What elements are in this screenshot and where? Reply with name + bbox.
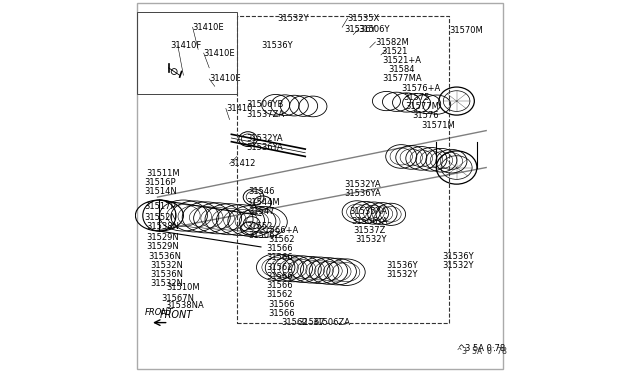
Text: 31529N: 31529N xyxy=(147,243,179,251)
Text: 31576: 31576 xyxy=(412,111,439,121)
Text: 31577M: 31577M xyxy=(405,102,439,111)
Text: 31544M: 31544M xyxy=(246,198,280,207)
Text: FRONT: FRONT xyxy=(159,310,193,320)
Text: 31567: 31567 xyxy=(298,318,324,327)
Text: 31410: 31410 xyxy=(226,104,252,113)
Text: 31506YB: 31506YB xyxy=(246,100,284,109)
Text: 31566: 31566 xyxy=(268,309,295,318)
Text: 31521+A: 31521+A xyxy=(383,56,422,65)
Text: 31552N: 31552N xyxy=(145,213,177,222)
Text: 31506Y: 31506Y xyxy=(359,25,390,33)
Text: 31552: 31552 xyxy=(246,222,273,231)
Text: 31532Y: 31532Y xyxy=(387,270,418,279)
Text: 31506YA: 31506YA xyxy=(351,217,388,225)
Text: 31566: 31566 xyxy=(266,253,293,263)
Text: 31562: 31562 xyxy=(268,235,295,244)
Bar xyxy=(237,16,449,323)
Text: 31582M: 31582M xyxy=(376,38,409,46)
Text: 31532Y: 31532Y xyxy=(278,13,309,22)
Text: 31532Y: 31532Y xyxy=(355,235,387,244)
Bar xyxy=(137,13,237,94)
Text: 31566: 31566 xyxy=(266,272,293,281)
Text: 31532YA: 31532YA xyxy=(246,134,283,142)
Text: 31536N: 31536N xyxy=(148,251,181,261)
Text: 31532N: 31532N xyxy=(150,261,183,270)
Text: 31506ZA: 31506ZA xyxy=(312,318,351,327)
Text: 31536Y: 31536Y xyxy=(442,251,474,261)
Text: 31577MA: 31577MA xyxy=(383,74,422,83)
Text: 31532YA: 31532YA xyxy=(344,180,381,189)
Text: 31517P: 31517P xyxy=(145,202,176,211)
Text: 31412: 31412 xyxy=(230,159,256,169)
Text: 31566: 31566 xyxy=(268,300,295,309)
Text: 31570M: 31570M xyxy=(449,26,483,35)
Text: 31576+A: 31576+A xyxy=(401,84,440,93)
Text: 31521: 31521 xyxy=(381,47,407,56)
Text: 31410E: 31410E xyxy=(209,74,241,83)
Text: 31536YA: 31536YA xyxy=(344,189,381,198)
Text: 31537ZA: 31537ZA xyxy=(246,109,284,119)
Text: 31536YA: 31536YA xyxy=(246,143,283,152)
Text: 31546: 31546 xyxy=(248,187,275,196)
Text: 31571M: 31571M xyxy=(422,121,455,129)
Text: 31562: 31562 xyxy=(266,263,293,272)
Text: 31566+A: 31566+A xyxy=(259,226,298,235)
Text: 31536Y: 31536Y xyxy=(387,261,418,270)
Text: ^3 5A 0·78: ^3 5A 0·78 xyxy=(456,347,507,356)
Text: 31566: 31566 xyxy=(266,244,293,253)
Text: 31537Z: 31537Z xyxy=(353,226,386,235)
Text: 31532N: 31532N xyxy=(150,279,183,288)
Text: 31566: 31566 xyxy=(266,281,293,290)
Text: 31506Z: 31506Z xyxy=(248,231,280,240)
Text: 31410F: 31410F xyxy=(170,41,202,50)
Text: 31516P: 31516P xyxy=(145,178,176,187)
Text: 31535X: 31535X xyxy=(348,13,380,22)
Text: 31562: 31562 xyxy=(266,291,293,299)
Text: 31575: 31575 xyxy=(403,93,429,102)
Text: ^3 5A 0·78: ^3 5A 0·78 xyxy=(458,344,506,353)
Text: 31538NA: 31538NA xyxy=(165,301,204,311)
Text: 31536Y: 31536Y xyxy=(344,25,376,33)
Text: 31536N: 31536N xyxy=(150,270,183,279)
Text: 31510M: 31510M xyxy=(167,283,200,292)
Text: 31562: 31562 xyxy=(281,318,308,327)
Text: 31547: 31547 xyxy=(248,207,275,217)
Text: 31410E: 31410E xyxy=(193,23,224,32)
Text: FRONT: FRONT xyxy=(145,308,174,317)
Text: 31511M: 31511M xyxy=(147,169,180,177)
Text: 31536Y: 31536Y xyxy=(261,41,292,50)
Text: 31567N: 31567N xyxy=(161,294,194,303)
Text: 31410E: 31410E xyxy=(204,49,236,58)
Text: 31529N: 31529N xyxy=(147,233,179,242)
Text: 31538N: 31538N xyxy=(147,222,179,231)
Text: 31532Y: 31532Y xyxy=(442,261,474,270)
Text: 31535XA: 31535XA xyxy=(349,207,388,217)
Text: 31584: 31584 xyxy=(388,65,415,74)
Text: 31514N: 31514N xyxy=(145,187,177,196)
